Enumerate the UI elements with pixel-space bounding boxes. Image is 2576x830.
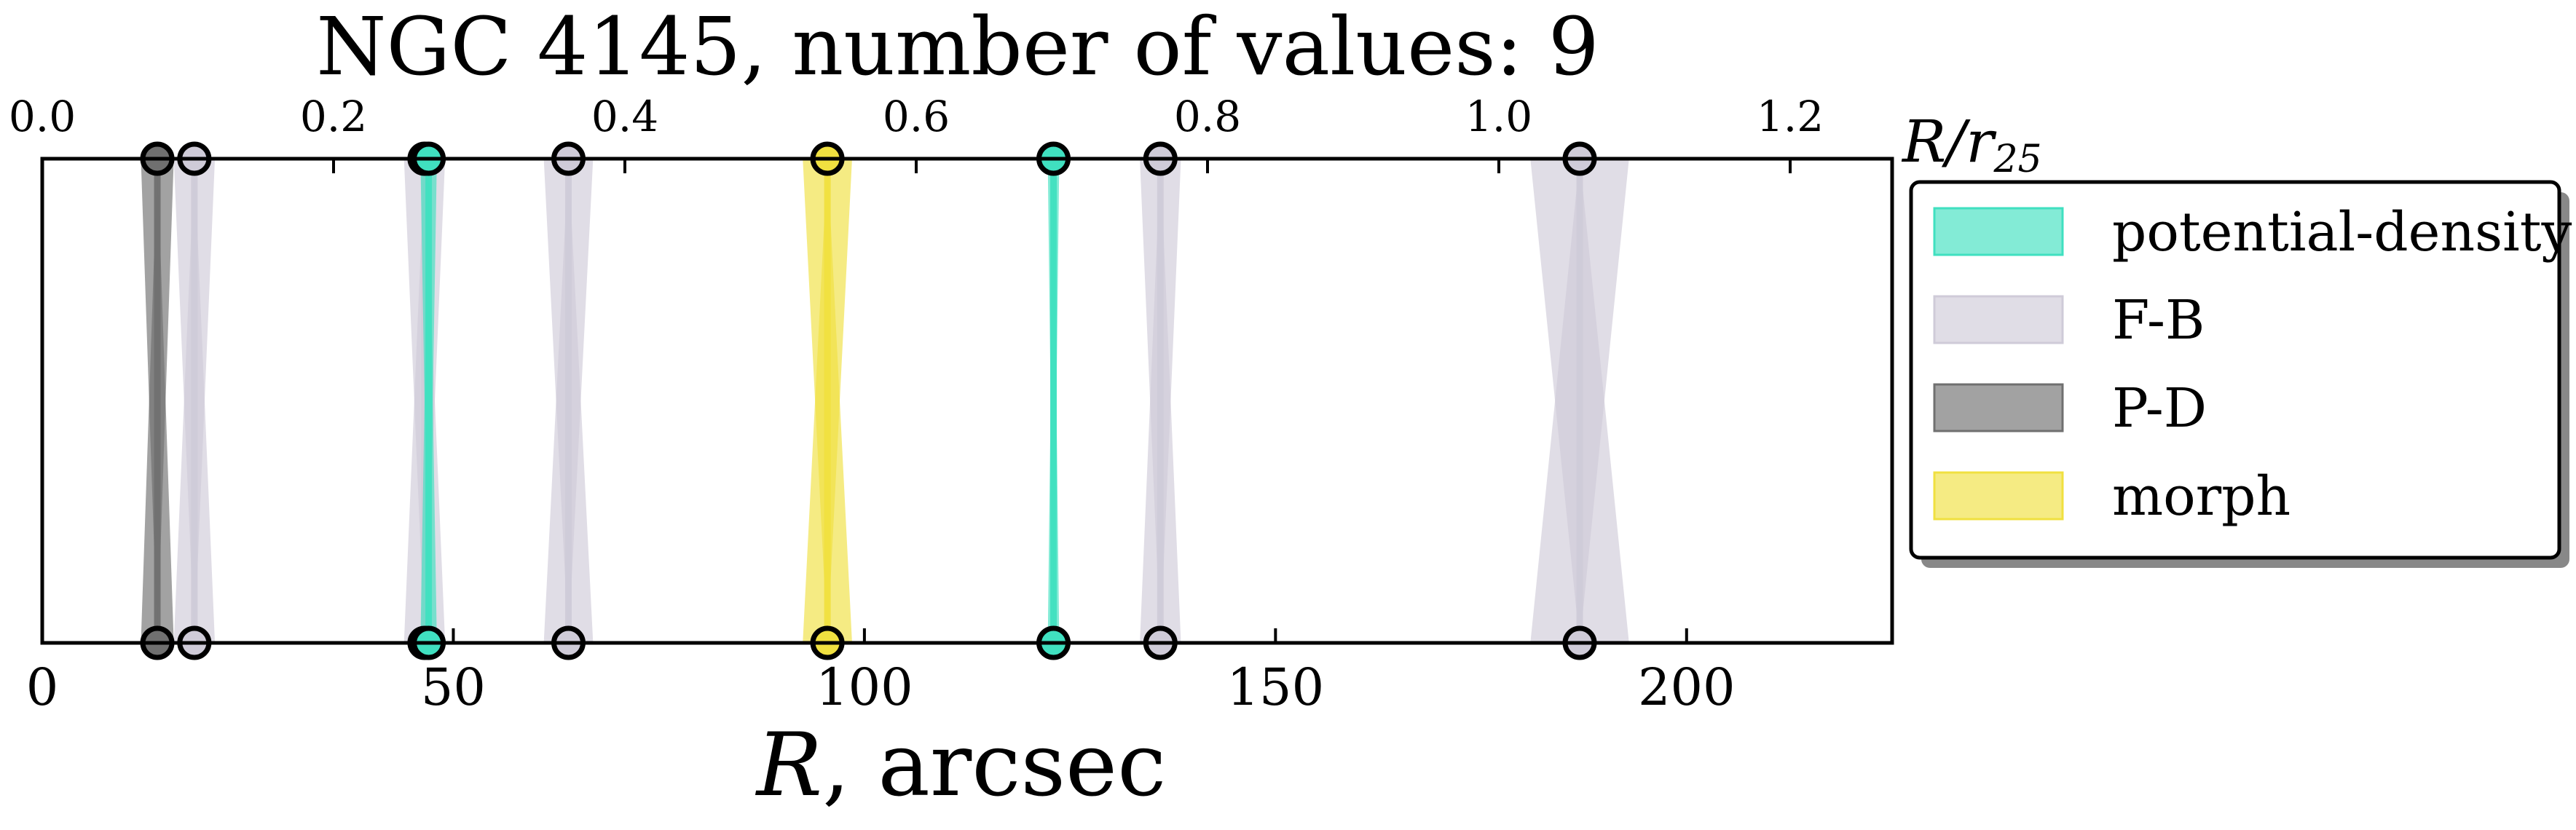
top-tick-label: 0.0 bbox=[9, 92, 76, 141]
legend-box bbox=[1909, 180, 2561, 560]
x-axis-label: R, arcsec bbox=[755, 715, 1167, 816]
chart-title: NGC 4145, number of values: 9 bbox=[316, 0, 1599, 93]
top-tick-label: 0.8 bbox=[1174, 92, 1241, 141]
top-axis-label: R/r25 bbox=[1901, 108, 2042, 181]
legend-swatch bbox=[1933, 471, 2064, 521]
bottom-tick-label: 50 bbox=[421, 657, 486, 717]
top-tick-label: 0.6 bbox=[883, 92, 950, 141]
legend-label: morph bbox=[2112, 465, 2291, 528]
x-axis-label-rest: , arcsec bbox=[822, 715, 1166, 816]
legend: potential-density F-B P-D morph bbox=[1909, 180, 2572, 568]
legend-label: potential-density bbox=[2112, 201, 2572, 264]
bottom-tick-label: 0 bbox=[26, 657, 59, 717]
top-axis-label-main: R/r bbox=[1901, 108, 1997, 175]
top-axis-label-sub: 25 bbox=[1993, 138, 2041, 181]
top-tick-label: 0.2 bbox=[300, 92, 367, 141]
legend-swatch bbox=[1933, 295, 2064, 344]
legend-label: F-B bbox=[2112, 289, 2205, 352]
top-tick-label: 1.2 bbox=[1757, 92, 1824, 141]
top-tick-label: 0.4 bbox=[591, 92, 658, 141]
bottom-tick-label: 100 bbox=[816, 657, 913, 717]
x-axis-label-main: R bbox=[755, 715, 822, 816]
bottom-axis-ticks: 0 50 100 150 200 bbox=[26, 628, 1736, 717]
top-axis-ticks: 0.0 0.2 0.4 0.6 0.8 1.0 1.2 bbox=[9, 92, 1824, 173]
bottom-tick-label: 200 bbox=[1638, 657, 1736, 717]
legend-swatch bbox=[1933, 383, 2064, 432]
legend-label: P-D bbox=[2112, 377, 2207, 440]
data-markers bbox=[140, 141, 1597, 660]
plot-frame bbox=[40, 157, 1894, 645]
bottom-tick-label: 150 bbox=[1227, 657, 1325, 717]
legend-entries: potential-density F-B P-D morph bbox=[1933, 201, 2572, 528]
legend-swatch bbox=[1933, 207, 2064, 256]
error-bands bbox=[141, 159, 1629, 643]
top-tick-label: 1.0 bbox=[1465, 92, 1532, 141]
